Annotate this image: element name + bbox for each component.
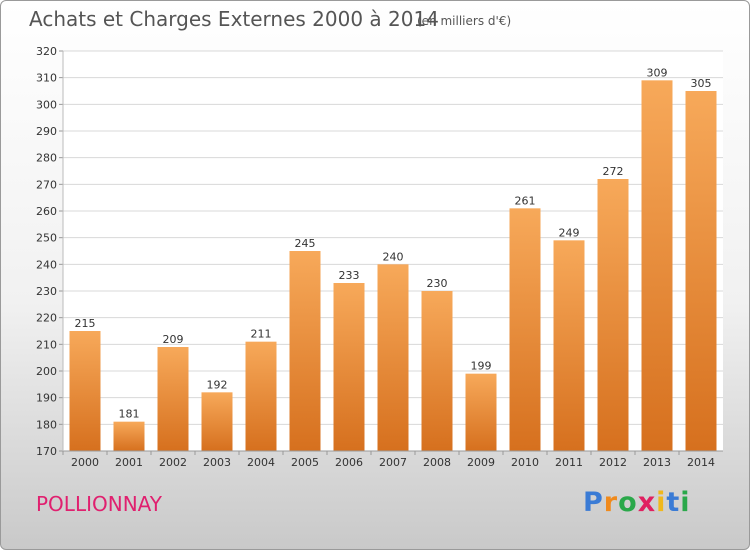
value-label-2008: 230 — [427, 277, 448, 290]
y-tick-label: 200 — [36, 365, 57, 378]
logo-letter: r — [603, 487, 619, 518]
bar-2012 — [597, 179, 629, 451]
x-tick-label: 2013 — [643, 456, 671, 469]
y-tick-label: 220 — [36, 312, 57, 325]
y-tick-label: 170 — [36, 445, 57, 458]
bar-2003 — [201, 392, 233, 451]
bar-2001 — [113, 421, 145, 451]
x-tick-label: 2012 — [599, 456, 627, 469]
value-label-2009: 199 — [471, 360, 492, 373]
value-label-2006: 233 — [339, 269, 360, 282]
value-label-2012: 272 — [603, 165, 624, 178]
y-tick-label: 190 — [36, 392, 57, 405]
chart-unit: (en milliers d'€) — [417, 14, 512, 28]
bar-2002 — [157, 347, 189, 451]
y-tick-label: 320 — [36, 45, 57, 58]
logo-letter: i — [656, 487, 667, 518]
y-tick-label: 210 — [36, 338, 57, 351]
value-label-2007: 240 — [383, 250, 404, 263]
value-labels: 215 181 209 192 211 245 233 240 230 199 261 249 272 3… — [75, 66, 712, 420]
y-tick-label: 300 — [36, 98, 57, 111]
y-tick-label: 270 — [36, 178, 57, 191]
bar-2010 — [509, 208, 541, 451]
value-label-2010: 261 — [515, 194, 536, 207]
logo-letter: i — [680, 487, 691, 518]
x-tick-label: 2000 — [71, 456, 99, 469]
y-tick-label: 180 — [36, 418, 57, 431]
value-label-2000: 215 — [75, 317, 96, 330]
x-tick-label: 2014 — [687, 456, 715, 469]
bar-2004 — [245, 341, 277, 451]
x-tick-label: 2004 — [247, 456, 275, 469]
chart-title: Achats et Charges Externes 2000 à 2014 — [29, 7, 439, 31]
proxiti-logo[interactable]: Proxiti — [583, 487, 691, 518]
x-tick-label: 2002 — [159, 456, 187, 469]
x-tick-label: 2006 — [335, 456, 363, 469]
x-tick-label: 2007 — [379, 456, 407, 469]
logo-letter: o — [618, 487, 638, 518]
logo-letter: x — [637, 487, 657, 518]
bar-2007 — [377, 264, 409, 451]
y-axis-ticks: 170 180 190 200 210 220 230 240 250 260 270 280 290 3… — [36, 45, 63, 458]
logo-letter: t — [666, 487, 681, 518]
x-axis-ticks: 2000 2001 2002 2003 2004 2005 2006 2007 2008 2009… — [62, 451, 715, 469]
bar-2014 — [685, 91, 717, 451]
bar-2013 — [641, 80, 673, 451]
x-tick-label: 2011 — [555, 456, 583, 469]
x-tick-label: 2009 — [467, 456, 495, 469]
value-label-2001: 181 — [119, 408, 140, 421]
value-label-2002: 209 — [163, 333, 184, 346]
bars — [69, 80, 717, 451]
bar-2009 — [465, 373, 497, 451]
bar-2006 — [333, 283, 365, 451]
commune-name: POLLIONNAY — [36, 492, 162, 516]
value-label-2005: 245 — [295, 237, 316, 250]
y-tick-label: 280 — [36, 152, 57, 165]
value-label-2004: 211 — [251, 328, 272, 341]
x-tick-label: 2005 — [291, 456, 319, 469]
y-tick-label: 230 — [36, 285, 57, 298]
value-label-2003: 192 — [207, 378, 228, 391]
y-tick-label: 290 — [36, 125, 57, 138]
logo-letter: P — [583, 487, 604, 518]
x-tick-label: 2001 — [115, 456, 143, 469]
bar-2011 — [553, 240, 585, 451]
value-label-2013: 309 — [647, 66, 668, 79]
bar-2000 — [69, 331, 101, 451]
value-label-2011: 249 — [559, 226, 580, 239]
x-tick-label: 2010 — [511, 456, 539, 469]
bar-2005 — [289, 251, 321, 451]
bar-2008 — [421, 291, 453, 451]
x-tick-label: 2003 — [203, 456, 231, 469]
x-tick-label: 2008 — [423, 456, 451, 469]
value-label-2014: 305 — [691, 77, 712, 90]
y-tick-label: 310 — [36, 72, 57, 85]
y-tick-label: 260 — [36, 205, 57, 218]
y-tick-label: 240 — [36, 258, 57, 271]
y-tick-label: 250 — [36, 232, 57, 245]
